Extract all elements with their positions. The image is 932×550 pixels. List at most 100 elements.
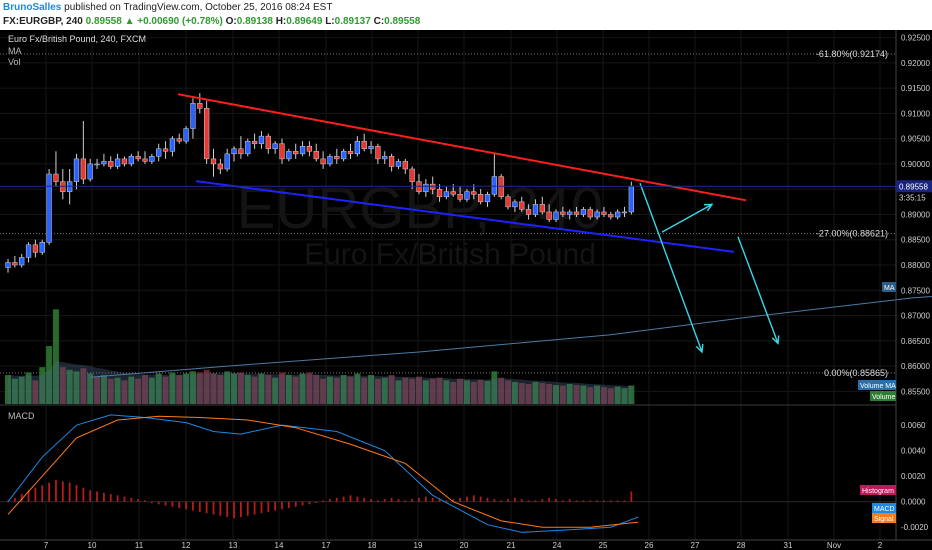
volume-bar [553,385,559,404]
histogram-bar [493,499,496,502]
candle-body [238,148,244,155]
author-link[interactable]: BrunoSalles [3,2,62,13]
candle-body [594,211,600,218]
histogram-bar [335,497,338,502]
volume-bar [279,372,285,404]
histogram-bar [294,501,297,507]
volume-bar [402,377,409,404]
signal-line [7,415,639,528]
histogram-bar [55,480,57,502]
date-tick-label: 14 [275,541,284,550]
candle-body [190,103,196,129]
volume-bar [443,380,450,404]
histogram-bar [89,490,92,502]
candle-body [286,151,292,160]
histogram-bar [596,500,598,502]
price-tick-label: 0.90000 [901,160,930,169]
date-tick-label: 25 [599,541,608,550]
date-tick-label: 12 [182,541,191,550]
candle-body [347,151,354,155]
volume-bar [477,379,484,404]
volume-bar [320,378,327,404]
histogram-bar [575,500,578,502]
candle-body [573,211,580,215]
publish-text: published on TradingView.com, October 25… [64,2,333,13]
date-tick-label: 10 [88,541,97,550]
candle-body [217,163,223,170]
volume-tag-bg [870,391,896,401]
volume-bar [347,376,354,404]
price-tick-label: 0.90500 [901,135,930,144]
histogram-bar [150,501,153,503]
candle-body [32,244,39,253]
volume-bar [285,375,292,404]
candle-body [546,211,552,220]
histogram-bar [329,499,331,502]
volume-bar [66,369,73,404]
low-value: 0.89137 [334,16,371,27]
moving-average [90,295,932,378]
volume-tag: Volume [872,394,895,401]
axes: 0.92500 0.92000 0.91500 0.91000 0.90500 0.900… [0,30,932,550]
histogram-bar [116,495,119,502]
trend-drawings[interactable] [177,93,780,354]
support-trendline [195,180,735,253]
candle-body [341,151,347,160]
volume-bar [306,372,313,404]
candle-body [245,140,251,155]
histogram-bar [603,500,605,502]
candle-body [73,158,80,182]
histogram-bar [41,485,44,502]
candle-body [354,140,361,155]
histogram-bar [123,496,126,502]
histogram-bar [438,499,441,502]
histogram-bar [164,501,167,506]
volume-bar [25,372,32,404]
candle-body [539,204,545,213]
volume-bar [46,346,53,404]
volume-bar [326,376,333,404]
volume-bar [313,375,320,404]
histogram-bar [452,499,455,502]
candle-body [587,209,593,218]
volume-bar [11,378,18,404]
candle-body [457,194,463,200]
candle-body [114,158,121,167]
histogram-bar [198,501,201,512]
candle-body [94,163,100,166]
volume-bar [224,371,231,404]
candle-body [382,156,388,160]
candle-body [210,158,217,165]
histogram-bar [315,501,318,503]
chart-canvas[interactable]: EURGBP, 240 Euro Fx/British Pound -61.80… [0,30,932,550]
histogram-bar [171,501,174,507]
histogram-bar [431,497,434,502]
chart-header: BrunoSalles published on TradingView.com… [0,0,932,30]
down-arrow-2 [737,236,779,344]
histogram-bar [555,499,557,502]
date-tick-label: 24 [553,541,562,550]
candle-body [265,135,271,150]
price-tick-label: 0.89000 [901,210,930,219]
volume-bar [142,375,148,404]
volume-bar [518,382,525,404]
histogram-bar [322,500,324,502]
histogram-bar [356,496,359,502]
volume-bar [587,387,594,404]
candle-body [306,145,313,152]
candle-body [169,138,176,152]
volume-bar [237,372,244,404]
volume-bar [333,377,340,404]
histogram-bar [137,499,140,502]
histogram-bar [212,501,215,515]
price-tick-label: 0.92000 [901,59,930,68]
candle-body [334,156,340,160]
histogram-bar [404,500,407,502]
histogram-bar [377,500,379,502]
date-tick-label: 20 [460,541,469,550]
volume-bar [59,367,66,404]
date-tick-label: 2 [878,541,883,550]
volume-bar [607,388,614,404]
watermark-name: Euro Fx/British Pound [304,238,596,271]
histogram-bar [616,500,619,502]
